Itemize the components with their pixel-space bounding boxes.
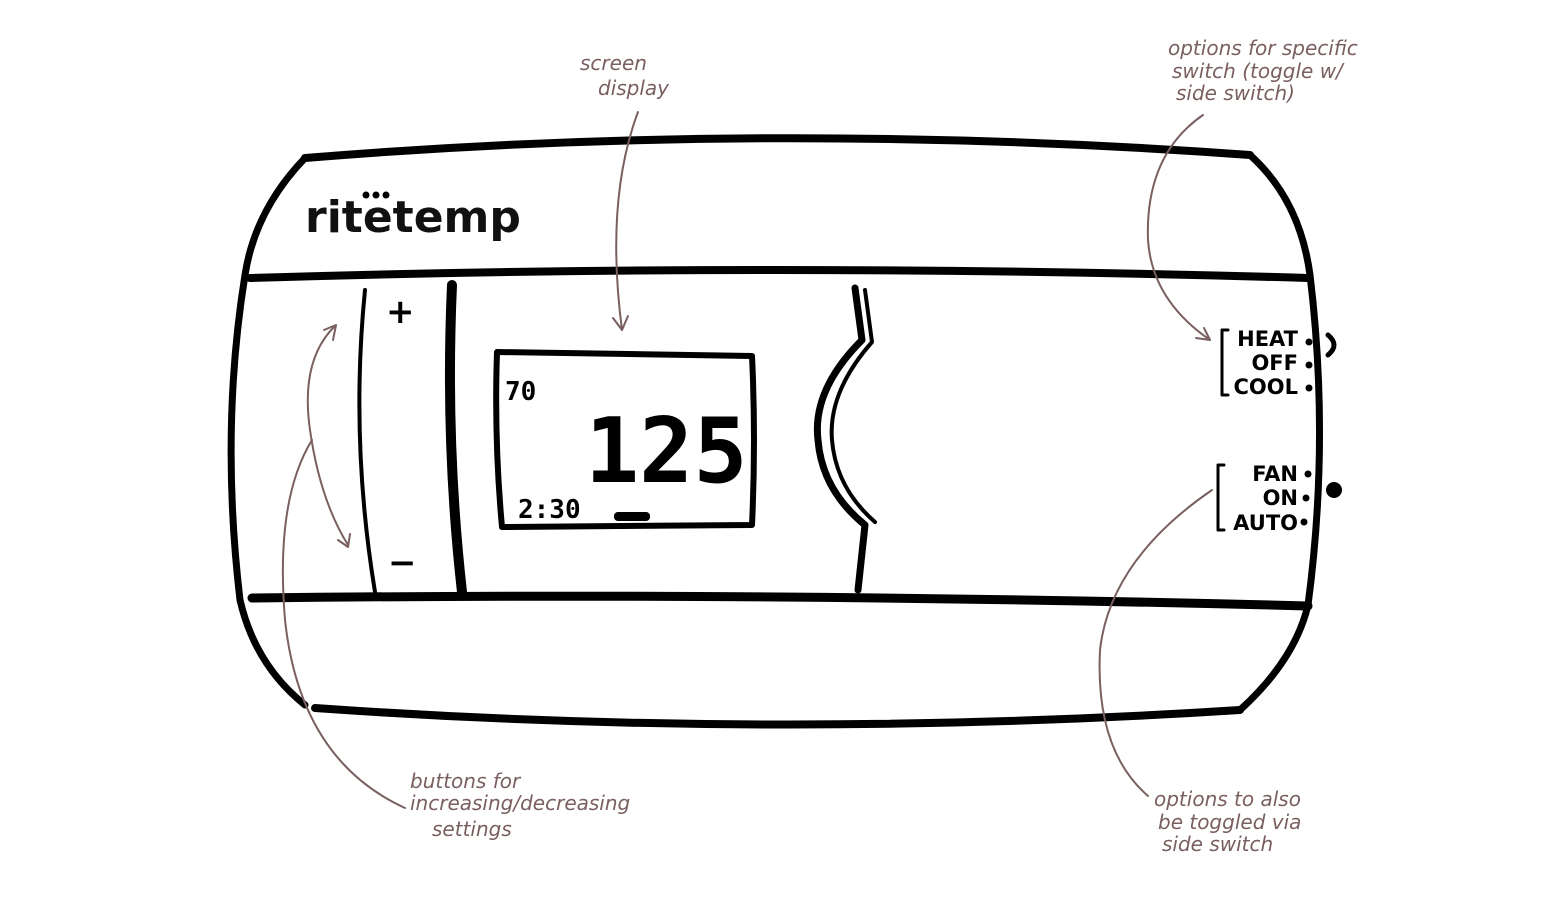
annotation-buttons-line2: increasing/decreasing — [410, 791, 630, 815]
brand-logo: ritetemp — [305, 191, 521, 243]
fan-switch-group[interactable]: FAN ON AUTO — [1216, 462, 1342, 535]
annotation-buttons-line3: settings — [432, 817, 512, 841]
annotation-fan-line2: be toggled via — [1158, 810, 1301, 834]
cover-edge — [813, 284, 877, 594]
lcd-screen: 70 125 2:30 — [493, 349, 757, 530]
fan-label: FAN — [1252, 462, 1298, 486]
annotation-mode-line2: switch (toggle w/ — [1172, 59, 1345, 83]
fan-side-switch-knob[interactable] — [1326, 482, 1342, 498]
annotation-mode-line3: side switch) — [1176, 81, 1295, 105]
annotation-fan-options: options to also be toggled via side swit… — [1098, 489, 1301, 856]
lcd-indicator-bar — [614, 512, 650, 521]
fan-auto-label[interactable]: AUTO — [1233, 511, 1298, 535]
annotation-screen: screen display — [580, 51, 670, 331]
annotation-buttons-line1: buttons for — [410, 769, 522, 793]
annotation-screen-line1: screen — [580, 51, 647, 75]
annotation-mode-line1: options for specific — [1168, 36, 1358, 60]
increase-button[interactable]: + — [386, 292, 415, 332]
clock-time: 2:30 — [518, 495, 581, 525]
annotation-fan-line3: side switch — [1162, 832, 1273, 856]
current-temperature: 125 — [585, 399, 748, 504]
mode-side-switch-knob[interactable] — [1325, 332, 1337, 358]
annotation-screen-line2: display — [598, 76, 670, 100]
thermostat-body — [227, 134, 1324, 729]
set-temperature: 70 — [505, 377, 536, 407]
annotation-buttons: buttons for increasing/decreasing settin… — [281, 324, 630, 841]
fan-on-label[interactable]: ON — [1263, 486, 1298, 510]
mode-off-label[interactable]: OFF — [1251, 351, 1298, 375]
adjust-button-strip[interactable]: + − — [357, 280, 467, 597]
mode-switch-group[interactable]: HEAT OFF COOL — [1220, 327, 1337, 399]
brand-name: ritetemp — [305, 192, 521, 243]
mode-cool-label[interactable]: COOL — [1234, 375, 1299, 399]
annotation-fan-line1: options to also — [1154, 787, 1301, 811]
mode-heat-label[interactable]: HEAT — [1237, 327, 1299, 351]
decrease-button[interactable]: − — [388, 543, 417, 583]
annotation-mode-options: options for specific switch (toggle w/ s… — [1146, 36, 1358, 341]
